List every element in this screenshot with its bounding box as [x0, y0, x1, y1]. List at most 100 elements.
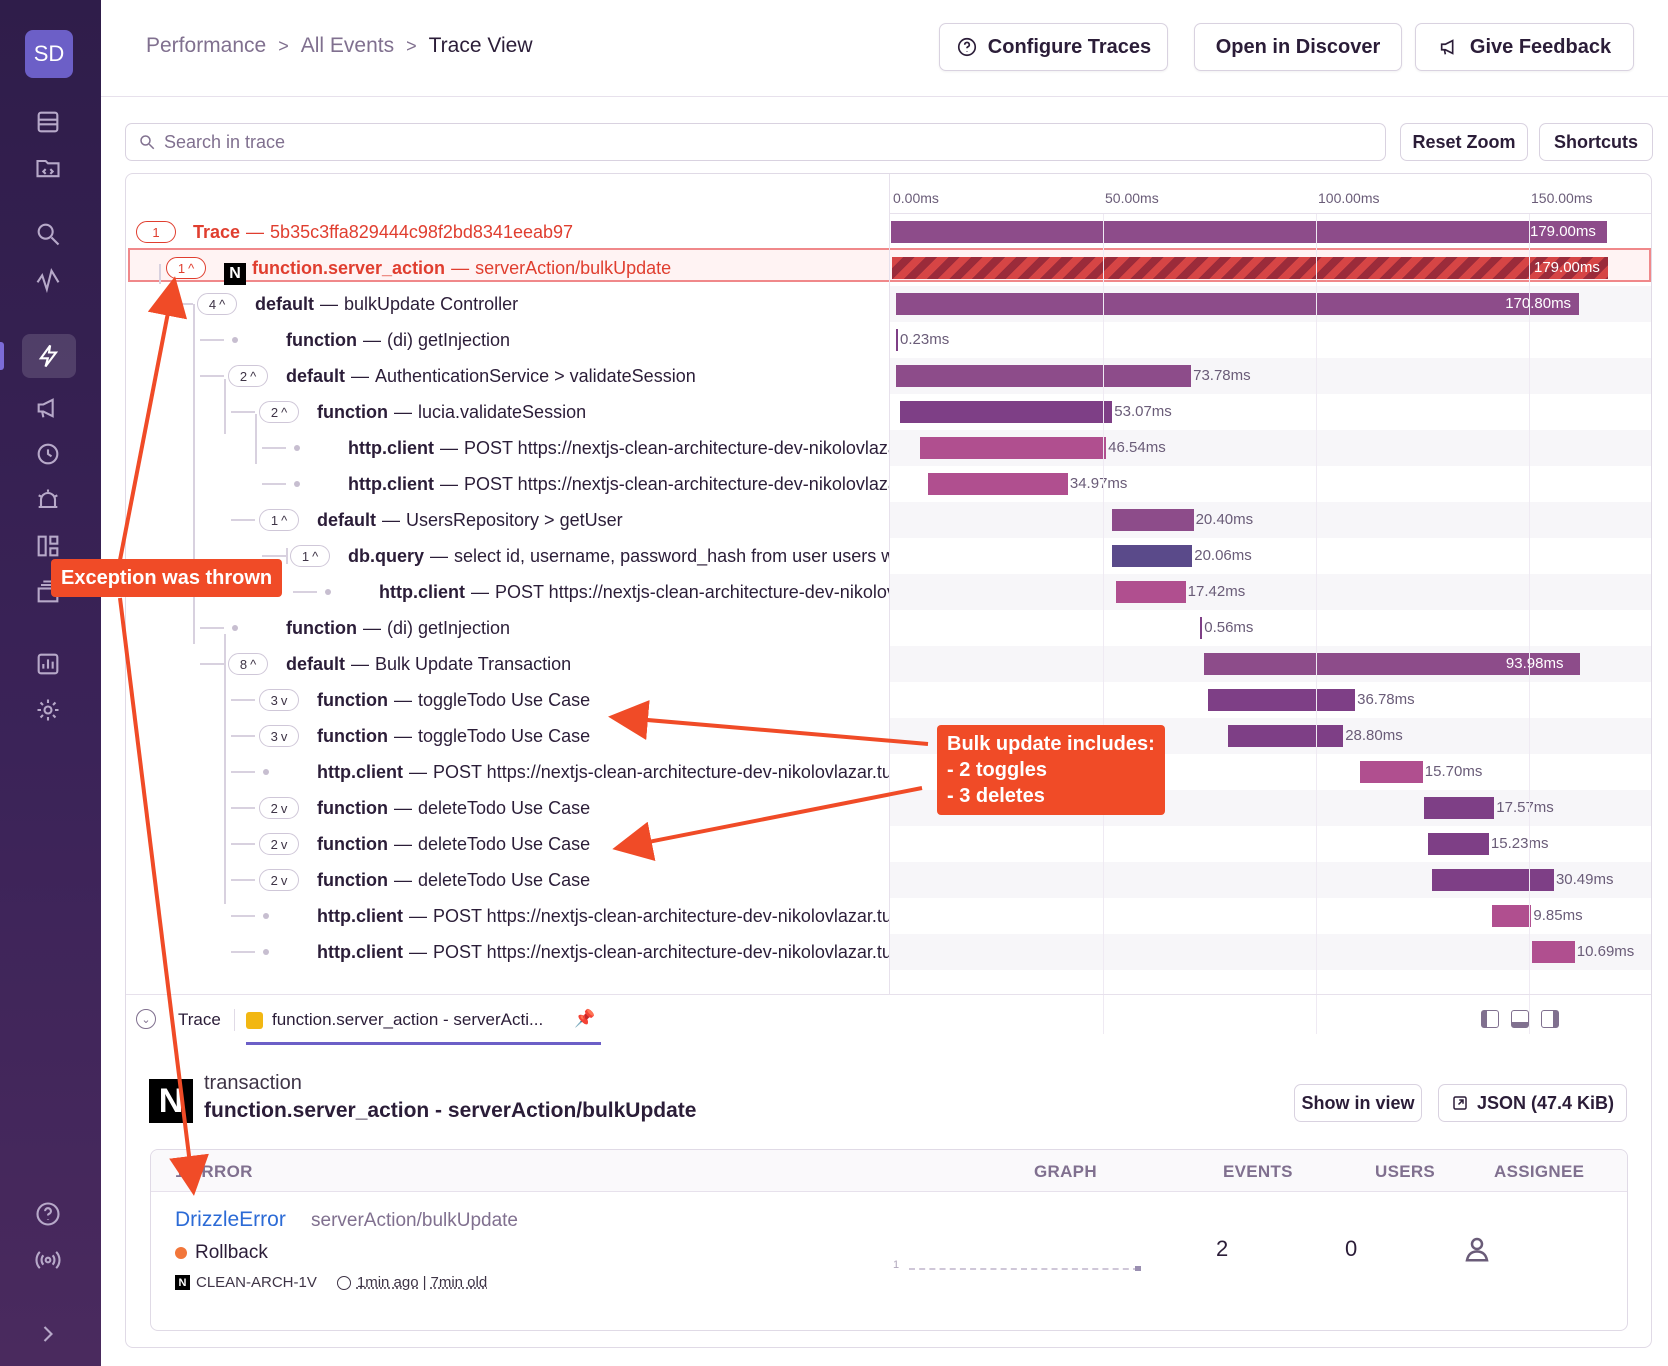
- layout-left-icon[interactable]: [1481, 1010, 1499, 1028]
- span-bar[interactable]: [1208, 689, 1356, 711]
- span-bar[interactable]: [896, 293, 1580, 315]
- trace-search-input[interactable]: Search in trace: [125, 123, 1386, 161]
- span-row[interactable]: http.client — POST https://nextjs-clean-ar…: [126, 466, 1651, 502]
- span-bar[interactable]: [1532, 941, 1575, 963]
- span-label: http.client — POST https://nextjs-clean-ar…: [317, 762, 889, 783]
- stats-icon[interactable]: [30, 646, 66, 682]
- span-bar[interactable]: [1228, 725, 1344, 747]
- span-bar[interactable]: [1424, 797, 1495, 819]
- column-divider[interactable]: [889, 174, 890, 994]
- span-bar[interactable]: [1492, 905, 1532, 927]
- projects-icon[interactable]: [30, 150, 66, 186]
- span-row[interactable]: 8 ^ default — Bulk Update Transaction 93.98ms: [126, 646, 1651, 682]
- span-row[interactable]: 1 ^ default — UsersRepository > getUser 20.40…: [126, 502, 1651, 538]
- span-bar[interactable]: [900, 401, 1113, 423]
- children-count-pill[interactable]: 1: [136, 221, 176, 243]
- open-in-discover-button[interactable]: Open in Discover: [1194, 23, 1402, 71]
- children-count-pill[interactable]: 4 ^: [197, 293, 237, 315]
- span-bar[interactable]: [1200, 617, 1203, 639]
- children-count-pill[interactable]: 1 ^: [259, 509, 299, 531]
- span-description: (di) getInjection: [386, 330, 511, 350]
- span-row[interactable]: function — (di) getInjection 0.23ms: [126, 322, 1651, 358]
- children-count-pill[interactable]: 1 ^: [166, 257, 206, 279]
- settings-icon[interactable]: [30, 692, 66, 728]
- span-row[interactable]: http.client — POST https://nextjs-clean-ar…: [126, 574, 1651, 610]
- issues-icon[interactable]: [30, 104, 66, 140]
- show-in-view-button[interactable]: Show in view: [1294, 1084, 1422, 1122]
- json-button[interactable]: JSON (47.4 KiB): [1438, 1084, 1627, 1122]
- trace-root-row[interactable]: 1 Trace —5b35c3ffa829444c98f2bd8341eeab97 1…: [126, 214, 1651, 250]
- explore-icon[interactable]: [30, 262, 66, 298]
- children-count-pill[interactable]: 1 ^: [290, 545, 330, 567]
- broadcast-icon[interactable]: [30, 1242, 66, 1278]
- issue-last-seen[interactable]: 1min ago: [356, 1274, 419, 1291]
- collapse-drawer-icon[interactable]: ⌄: [136, 1009, 156, 1029]
- performance-icon[interactable]: [22, 334, 76, 378]
- search-icon[interactable]: [30, 216, 66, 252]
- children-count-pill[interactable]: 8 ^: [228, 653, 268, 675]
- shortcuts-button[interactable]: Shortcuts: [1539, 123, 1653, 161]
- span-bar[interactable]: [1428, 833, 1489, 855]
- span-bar[interactable]: [896, 329, 898, 351]
- configure-traces-button[interactable]: Configure Traces: [939, 23, 1168, 71]
- span-row[interactable]: 3 v function — toggleTodo Use Case 36.78ms: [126, 682, 1651, 718]
- org-avatar[interactable]: SD: [25, 30, 73, 78]
- span-bar[interactable]: [1116, 581, 1186, 603]
- span-bar[interactable]: [1432, 869, 1554, 891]
- span-row[interactable]: 2 v function — deleteTodo Use Case 15.23ms: [126, 826, 1651, 862]
- give-feedback-button[interactable]: Give Feedback: [1415, 23, 1634, 71]
- span-row[interactable]: 4 ^ default — bulkUpdate Controller 170.80ms: [126, 286, 1651, 322]
- span-bar[interactable]: [920, 437, 1107, 459]
- pin-icon[interactable]: 📌: [574, 1009, 596, 1028]
- issue-first-seen[interactable]: 7min old: [430, 1274, 488, 1291]
- span-row[interactable]: function — (di) getInjection 0.56ms: [126, 610, 1651, 646]
- span-bar[interactable]: [896, 365, 1192, 387]
- span-bar[interactable]: [1204, 653, 1580, 675]
- tree-connector: [255, 414, 257, 464]
- feedback-icon[interactable]: [30, 390, 66, 426]
- children-count-pill[interactable]: 2 ^: [259, 401, 299, 423]
- children-count-pill[interactable]: 2 ^: [228, 365, 268, 387]
- span-description: serverAction/bulkUpdate: [475, 258, 672, 278]
- tab-trace[interactable]: Trace: [178, 1010, 221, 1029]
- breadcrumb-performance[interactable]: Performance: [146, 34, 267, 57]
- reset-zoom-button[interactable]: Reset Zoom: [1400, 123, 1528, 161]
- span-row[interactable]: 2 ^ default — AuthenticationService > valida…: [126, 358, 1651, 394]
- nextjs-mini-icon: N: [175, 1275, 190, 1290]
- span-row[interactable]: 2 ^ function — lucia.validateSession 53.07ms: [126, 394, 1651, 430]
- chevron-up-icon: ^: [188, 260, 195, 276]
- span-op: function: [286, 618, 357, 638]
- span-row[interactable]: http.client — POST https://nextjs-clean-ar…: [126, 934, 1651, 970]
- issue-title-link[interactable]: DrizzleError: [175, 1208, 286, 1231]
- tree-connector: [262, 555, 286, 557]
- span-row[interactable]: http.client — POST https://nextjs-clean-ar…: [126, 898, 1651, 934]
- layout-bottom-icon[interactable]: [1511, 1010, 1529, 1028]
- assignee-icon[interactable]: [1462, 1234, 1492, 1269]
- span-bar[interactable]: [1112, 509, 1194, 531]
- span-row[interactable]: 1 ^ db.query — select id, username, password…: [126, 538, 1651, 574]
- layout-right-icon[interactable]: [1541, 1010, 1559, 1028]
- span-bar[interactable]: [1360, 761, 1423, 783]
- issue-users-count: 0: [1345, 1236, 1358, 1261]
- span-row[interactable]: 2 v function — deleteTodo Use Case 30.49ms: [126, 862, 1651, 898]
- breadcrumb-all-events[interactable]: All Events: [300, 34, 395, 57]
- span-row[interactable]: http.client — POST https://nextjs-clean-ar…: [126, 430, 1651, 466]
- history-icon[interactable]: [30, 436, 66, 472]
- span-bar[interactable]: [1112, 545, 1193, 567]
- dashboards-icon[interactable]: [30, 528, 66, 564]
- span-bar[interactable]: [928, 473, 1068, 495]
- issue-short-id[interactable]: CLEAN-ARCH-1V: [196, 1274, 317, 1291]
- tab-active-span[interactable]: function.server_action - serverActi...: [272, 1010, 544, 1029]
- span-row[interactable]: http.client — POST https://nextjs-clean-ar…: [126, 754, 1651, 790]
- alerts-icon[interactable]: [30, 482, 66, 518]
- span-bar[interactable]: [892, 257, 1608, 279]
- collapse-icon[interactable]: [30, 1316, 66, 1352]
- tree-connector: [262, 447, 286, 449]
- help-icon[interactable]: [30, 1196, 66, 1232]
